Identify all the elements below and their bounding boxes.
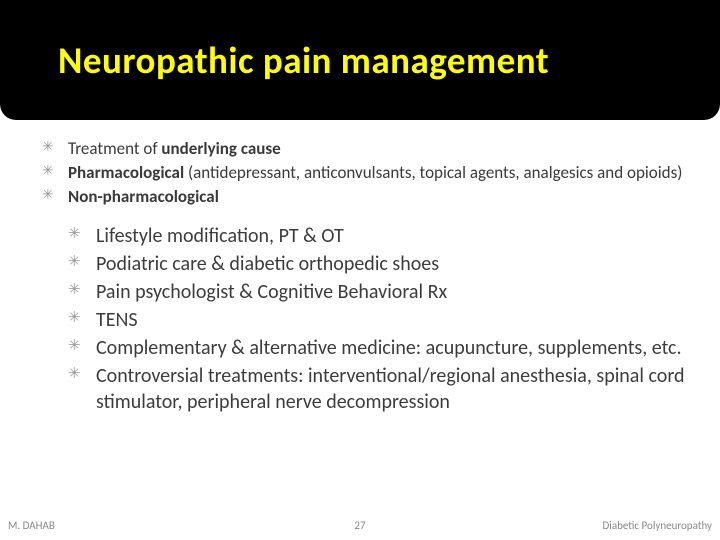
main-bullet-list: Treatment of underlying cause Pharmacolo…: [42, 138, 688, 415]
footer-page-number: 27: [354, 519, 365, 532]
text-fragment: (antidepressant, anticonvulsants, topica…: [184, 162, 682, 183]
sub-bullet-podiatric: Podiatric care & diabetic orthopedic sho…: [68, 251, 688, 277]
slide-content: Treatment of underlying cause Pharmacolo…: [0, 120, 720, 415]
text-bold: underlying cause: [161, 138, 280, 159]
title-banner: Neuropathic pain management: [0, 0, 720, 120]
footer-topic: Diabetic Polyneuropathy: [603, 519, 712, 532]
sub-bullet-complementary: Complementary & alternative medicine: ac…: [68, 335, 688, 361]
sub-bullet-controversial: Controversial treatments: interventional…: [68, 363, 688, 415]
sub-bullet-list: Lifestyle modification, PT & OT Podiatri…: [68, 223, 688, 415]
text-bold: Pharmacological: [68, 162, 184, 183]
bullet-pharmacological: Pharmacological (antidepressant, anticon…: [42, 162, 688, 184]
text-fragment: Treatment of: [68, 138, 161, 159]
footer-author: M. DAHAB: [8, 519, 55, 532]
sub-bullet-psychologist: Pain psychologist & Cognitive Behavioral…: [68, 279, 688, 305]
sub-bullet-lifestyle: Lifestyle modification, PT & OT: [68, 223, 688, 249]
text-bold: Non-pharmacological: [68, 186, 219, 207]
slide-title: Neuropathic pain management: [58, 38, 549, 83]
bullet-non-pharmacological: Non-pharmacological Lifestyle modificati…: [42, 186, 688, 416]
sub-bullet-tens: TENS: [68, 307, 688, 333]
bullet-underlying-cause: Treatment of underlying cause: [42, 138, 688, 160]
